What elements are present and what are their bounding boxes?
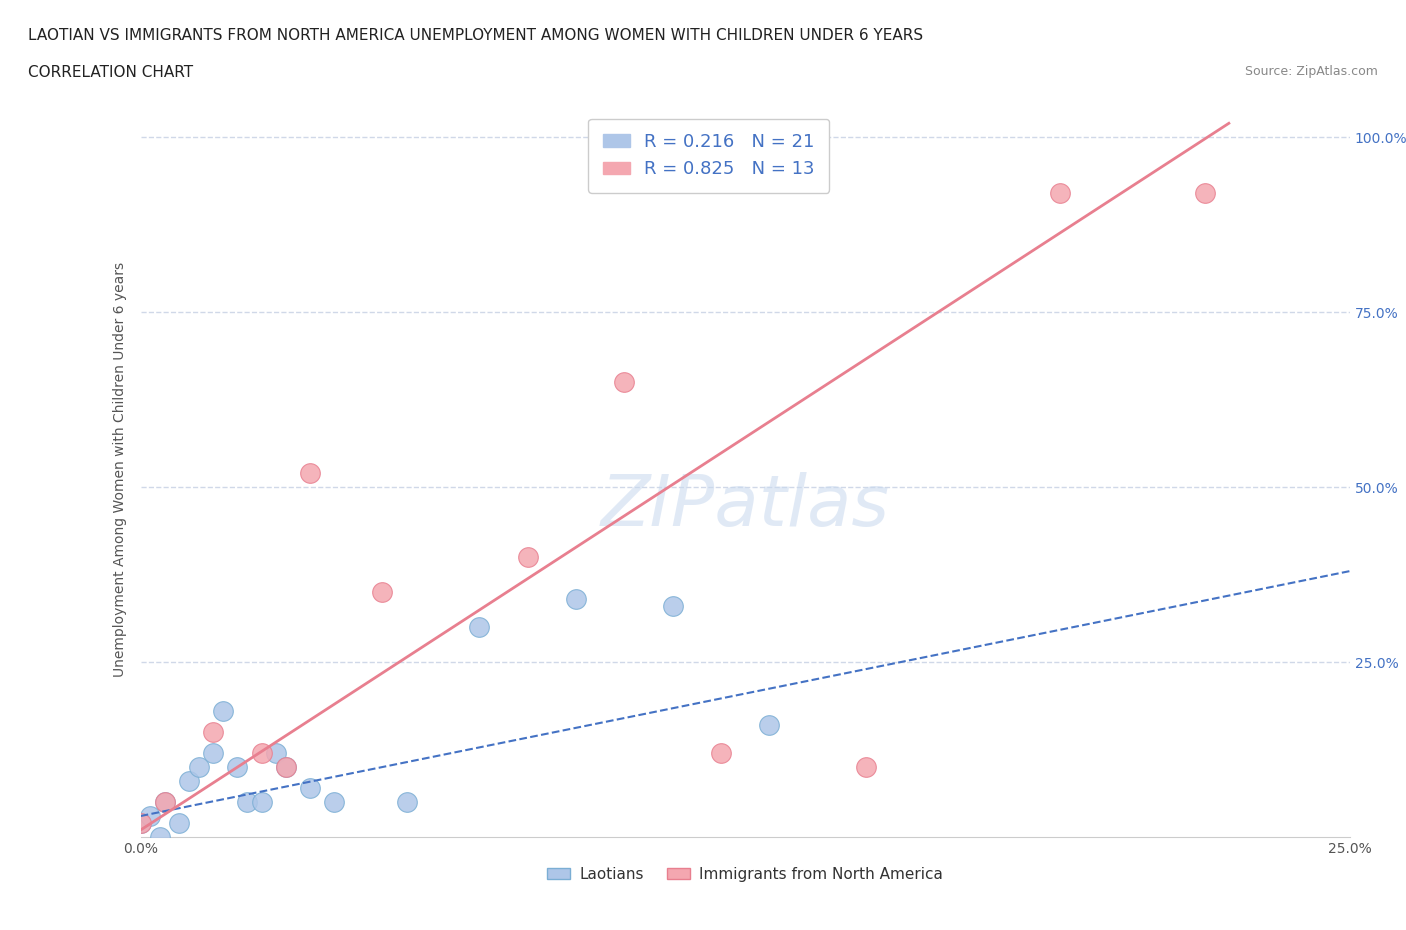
Point [468, 619, 491, 634]
Point [274, 760, 297, 775]
Point [129, 816, 152, 830]
Point [274, 760, 297, 775]
Text: Source: ZipAtlas.com: Source: ZipAtlas.com [1244, 65, 1378, 78]
Point [153, 794, 176, 809]
Point [298, 466, 321, 481]
Point [169, 816, 191, 830]
Text: LAOTIAN VS IMMIGRANTS FROM NORTH AMERICA UNEMPLOYMENT AMONG WOMEN WITH CHILDREN : LAOTIAN VS IMMIGRANTS FROM NORTH AMERICA… [28, 28, 924, 43]
Point [250, 794, 273, 809]
Point [710, 746, 733, 761]
Point [149, 830, 172, 844]
Point [323, 794, 346, 809]
Point [153, 794, 176, 809]
Point [298, 780, 321, 795]
Point [1049, 186, 1071, 201]
Point [226, 760, 249, 775]
Text: CORRELATION CHART: CORRELATION CHART [28, 65, 193, 80]
Point [395, 794, 418, 809]
Text: ZIPatlas: ZIPatlas [600, 472, 890, 541]
Y-axis label: Unemployment Among Women with Children Under 6 years: Unemployment Among Women with Children U… [112, 262, 127, 677]
Point [1194, 186, 1216, 201]
Point [202, 746, 225, 761]
Point [855, 760, 877, 775]
Point [139, 808, 162, 823]
Point [758, 718, 780, 733]
Point [187, 760, 209, 775]
Point [516, 550, 538, 565]
Legend: Laotians, Immigrants from North America: Laotians, Immigrants from North America [541, 861, 949, 888]
Point [264, 746, 287, 761]
Point [565, 591, 588, 606]
Point [211, 704, 233, 719]
Point [661, 599, 683, 614]
Point [250, 746, 273, 761]
Point [371, 585, 394, 600]
Point [236, 794, 259, 809]
Point [202, 724, 225, 739]
Point [177, 774, 200, 789]
Point [129, 816, 152, 830]
Point [613, 375, 636, 390]
